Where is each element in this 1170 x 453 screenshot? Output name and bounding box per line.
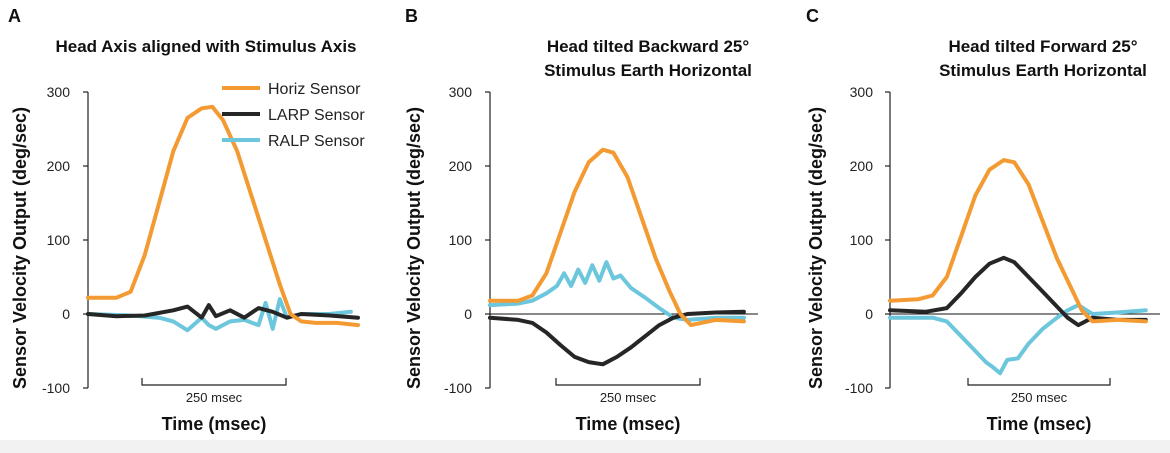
series-line-horiz-sensor (488, 147, 746, 328)
series-line-horiz-sensor (888, 158, 1148, 324)
panel-title: Head tilted Forward 25° (948, 37, 1137, 56)
y-tick-label: 200 (449, 158, 473, 174)
panel-title: Stimulus Earth Horizontal (544, 61, 752, 80)
scale-bar (555, 378, 701, 386)
panel-letter: B (405, 6, 418, 26)
y-tick-label: 0 (62, 306, 70, 322)
legend: Horiz Sensor LARP Sensor RALP Sensor (222, 81, 365, 150)
series-line-ralp-sensor (888, 303, 1148, 376)
panel-a: A Head Axis aligned with Stimulus Axis -10… (8, 6, 360, 434)
series-line-horiz-sensor (86, 104, 360, 328)
legend-label: LARP Sensor (268, 107, 365, 124)
y-tick-label: 200 (850, 158, 874, 174)
y-tick-label: 300 (47, 84, 71, 100)
y-tick-label: 300 (449, 84, 473, 100)
y-tick-label: -100 (845, 380, 873, 396)
panel-letter: A (8, 6, 21, 26)
y-tick-label: 300 (850, 84, 874, 100)
y-tick-label: 100 (850, 232, 874, 248)
legend-label: Horiz Sensor (268, 81, 361, 98)
scale-bar-label: 250 msec (1011, 390, 1068, 405)
panel-title: Stimulus Earth Horizontal (939, 61, 1147, 80)
x-axis-label: Time (msec) (576, 414, 681, 434)
y-axis-label: Sensor Velocity Output (deg/sec) (404, 107, 424, 389)
bottom-band (0, 440, 1170, 453)
scale-bar (141, 378, 287, 386)
scale-bar-label: 250 msec (600, 390, 657, 405)
y-tick-label: 100 (47, 232, 71, 248)
panel-c: C Head tilted Forward 25° Stimulus Earth H… (806, 6, 1160, 434)
y-tick-label: -100 (42, 380, 70, 396)
x-axis-label: Time (msec) (987, 414, 1092, 434)
panel-title: Head Axis aligned with Stimulus Axis (55, 37, 356, 56)
panel-title: Head tilted Backward 25° (547, 37, 750, 56)
panel-letter: C (806, 6, 819, 26)
series-line-ralp-sensor (488, 260, 746, 322)
y-axis-label: Sensor Velocity Output (deg/sec) (10, 107, 30, 389)
legend-label: RALP Sensor (268, 133, 365, 150)
y-tick-label: 200 (47, 158, 71, 174)
panel-b: B Head tilted Backward 25° Stimulus Earth … (404, 6, 758, 434)
scale-bar-label: 250 msec (186, 390, 243, 405)
y-tick-label: -100 (444, 380, 472, 396)
y-tick-label: 100 (449, 232, 473, 248)
x-axis-label: Time (msec) (162, 414, 267, 434)
y-axis-label: Sensor Velocity Output (deg/sec) (806, 107, 826, 389)
series-line-larp-sensor (86, 303, 360, 320)
scale-bar (967, 378, 1111, 386)
y-tick-label: 0 (464, 306, 472, 322)
y-tick-label: 0 (865, 306, 873, 322)
series-line-larp-sensor (888, 255, 1148, 328)
